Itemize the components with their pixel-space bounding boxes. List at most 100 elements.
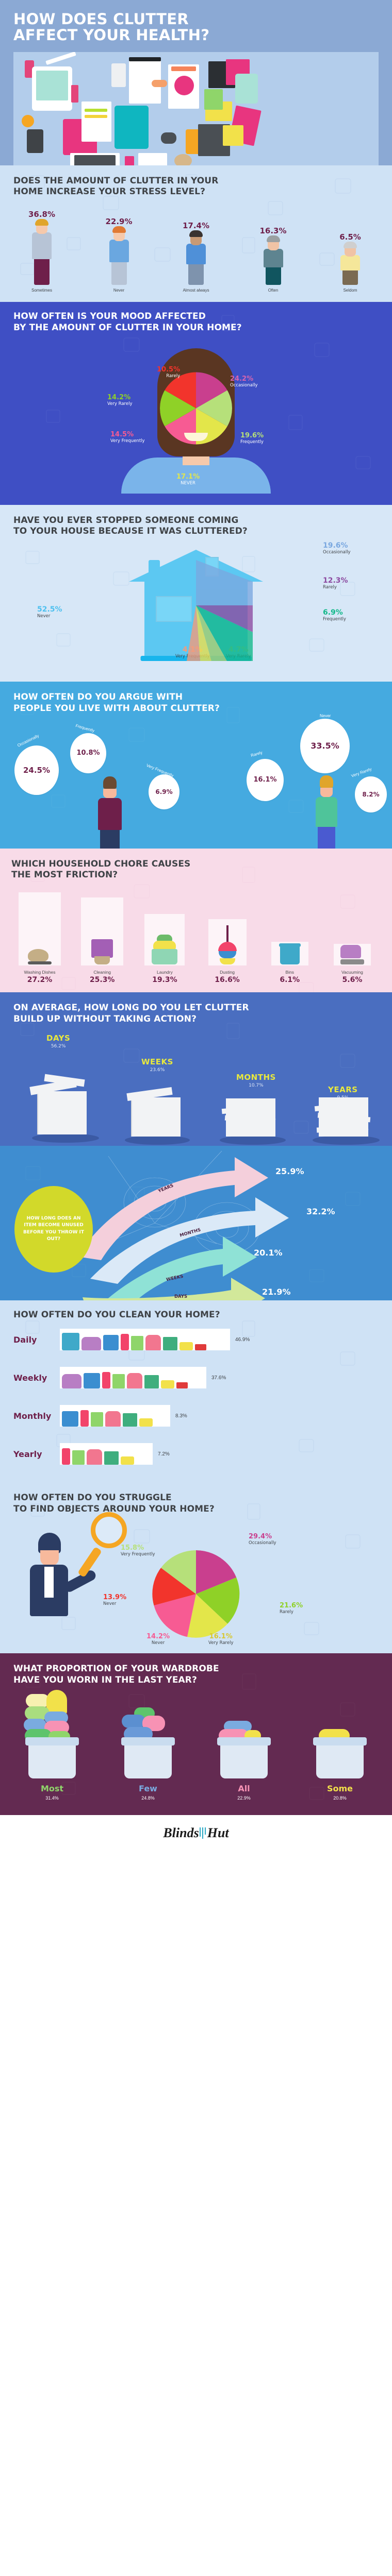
stress-person: 6.5% Seldom [322,232,379,293]
wardrobe-section: WHAT PROPORTION OF YOUR WARDROBE HAVE YOU… [0,1653,392,1815]
orange-icon [22,114,34,127]
chore-label-col: Vacuuming 5.6% [341,970,363,985]
house-callout-occasionally: 19.6% Occasionally [323,541,351,555]
wardrobe-basket-col: All 22.9% [205,1719,283,1801]
stress-section: DOES THE AMOUNT OF CLUTTER IN YOUR HOME I… [0,165,392,302]
stress-person: 17.4% Almost always [168,221,224,293]
house-section: HAVE YOU EVER STOPPED SOMEONE COMING TO Y… [0,504,392,682]
find-callout-rarely: 21.6% Rarely [280,1602,303,1615]
magnifier-icon [91,1512,127,1549]
chore-bar-col [324,944,381,966]
argue-section: HOW OFTEN DO YOU ARGUE WITH PEOPLE YOU LI… [0,682,392,849]
argue-bubble-frequently: 10.8% [70,733,106,773]
brand-part1: Blinds [163,1825,199,1840]
mood-callout-occasionally: 24.2% Occasionally [230,375,258,388]
document-icon [81,101,111,142]
hero-section: HOW DOES CLUTTER AFFECT YOUR HEALTH? [0,0,392,165]
cleaning-label: Daily [13,1334,37,1345]
house-pie-overlay [187,560,253,662]
stress-pct: 17.4% [182,221,210,231]
caddy-icon [163,1337,177,1351]
mood-callout-never: 17.1% NEVER [176,472,200,486]
months-arrow [90,1197,289,1284]
yellow-note-icon [223,125,243,146]
chore-label-col: Washing Dishes 27.2% [24,970,56,985]
cleaning-pct: 46.9% [235,1336,250,1343]
mood-section: HOW OFTEN IS YOUR MOOD AFFECTED BY THE AM… [0,302,392,505]
brand-logo[interactable]: Blinds Hut [163,1825,228,1841]
footer: Blinds Hut [0,1815,392,1854]
weeks-arrow [106,1236,257,1300]
page-title: HOW DOES CLUTTER AFFECT YOUR HEALTH? [13,10,210,44]
coffee-cup-icon [174,154,192,165]
stress-pct: 36.8% [28,210,56,219]
argue-bubble-rarely: 16.1% [247,758,284,801]
clothes-pile [24,1689,80,1743]
cleaning-bar [60,1443,153,1465]
mood-question: HOW OFTEN IS YOUR MOOD AFFECTED BY THE AM… [13,311,242,333]
brand-part2: Hut [207,1825,229,1840]
find-callout-never-2: 14.2% Never [146,1633,170,1646]
mop-bucket-icon [62,1411,78,1427]
teal-notebook-icon [115,105,149,149]
house-callout-frequently: 6.9% Frequently [323,608,346,622]
bottle-icon [72,1450,85,1465]
report-icon [138,152,167,165]
house-callout-rarely: 12.3% Rarely [323,577,348,590]
caddy-icon [144,1375,159,1389]
wardrobe-basket-col: Few 24.8% [109,1707,187,1801]
stress-pct: 16.3% [259,226,287,236]
argue-bubble-very-frequently: 6.9% [149,774,179,809]
find-callout-never: 13.9% Never [103,1594,127,1607]
dustpan-icon [145,1335,161,1351]
desk-clutter-illustration [13,52,379,165]
swatch-icon [204,89,223,110]
stack-shadow [125,1135,190,1145]
cleaning-label: Weekly [13,1372,47,1383]
mood-pie-chart [160,372,232,445]
unused-question-circle: HOW LONG DOES AN ITEM BECOME UNUSED BEFO… [14,1185,93,1273]
buildup-label-weeks: WEEKS 23.6% [141,1057,173,1073]
stress-label: Almost always [183,288,209,293]
stress-pct: 6.5% [339,232,361,242]
stress-label: Often [268,288,279,293]
buildup-label-days: DAYS 56.2% [46,1033,71,1049]
house-chart: 19.6% Occasionally 12.3% Rarely 6.9% Fre… [13,539,379,668]
cleaning-question: HOW OFTEN DO YOU CLEAN YOUR HOME? [13,1309,220,1320]
phone-icon [27,129,43,153]
wardrobe-label: Few [139,1783,157,1793]
dusting-icon [218,925,237,965]
stress-pct: 22.9% [105,217,133,227]
bins-icon [279,943,301,965]
cleaning-pct: 37.6% [211,1375,226,1381]
mood-callout-frequently: 19.6% Frequently [240,431,264,445]
find-callout-very-rarely: 16.1% Very Rarely [208,1633,234,1646]
clothing-item [46,1689,67,1715]
argue-label-never: Never [320,713,331,718]
cleaning-bar [60,1367,206,1389]
dustpan-icon [105,1411,121,1427]
bandage-icon [152,79,167,87]
argue-chart: 24.5% Occasionally 10.8% Frequently 6.9%… [13,713,387,849]
cleaning-pct: 8.3% [175,1413,187,1419]
wardrobe-pct: 24.8% [141,1795,155,1801]
doc-highlight-2 [85,114,107,118]
buildup-question: ON AVERAGE, HOW LONG DO YOU LET CLUTTER B… [13,1003,249,1024]
logo-bars-icon [199,1827,207,1839]
find-question: HOW OFTEN DO YOU STRUGGLE TO FIND OBJECTS… [13,1493,215,1515]
pen-icon [45,52,76,65]
bottle-icon [131,1336,143,1351]
cloth-icon [195,1344,206,1351]
mood-callout-rarely: 10.5% Rarely [157,365,181,379]
stress-label: Never [113,288,125,293]
chores-section: WHICH HOUSEHOLD CHORE CAUSES THE MOST FRI… [0,848,392,993]
tablet-screen [36,70,68,100]
argue-bubble-never: 33.5% [300,718,350,773]
clothing-item [122,1714,145,1728]
find-callout-occasionally: 29.4% Occasionally [249,1533,276,1546]
bookmark-icon [71,84,78,103]
basket-icon [217,1737,271,1778]
usb-drive-icon [125,156,134,165]
cleaning-bar [60,1405,170,1427]
clothing-item [26,1693,50,1707]
